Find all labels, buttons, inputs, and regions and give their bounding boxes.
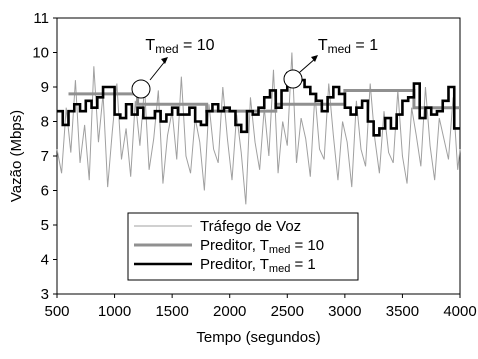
annotation-arrowhead: [311, 55, 318, 62]
series-line-0: [56, 52, 461, 205]
x-tick-label: 2500: [271, 303, 304, 320]
y-tick-label: 6: [41, 183, 49, 200]
legend-label: Preditor, Tmed = 1: [200, 256, 316, 275]
x-tick-label: 1500: [155, 303, 188, 320]
annotation-arrowhead: [161, 57, 168, 64]
y-tick-label: 10: [32, 45, 49, 62]
y-tick-label: 5: [41, 217, 49, 234]
x-tick-label: 2000: [213, 303, 246, 320]
annotation-arrow: [149, 59, 167, 81]
y-tick-label: 9: [41, 79, 49, 96]
annotation-label: Tmed = 1: [318, 37, 378, 56]
annotation-arrow: [299, 57, 317, 73]
y-tick-label: 11: [33, 10, 49, 27]
y-tick-label: 7: [41, 148, 49, 165]
y-tick-label: 4: [41, 252, 49, 269]
x-tick-label: 4000: [443, 303, 476, 320]
legend-label: Tráfego de Voz: [200, 218, 301, 235]
x-tick-label: 1000: [98, 303, 131, 320]
x-tick-label: 3000: [328, 303, 361, 320]
y-tick-label: 3: [41, 286, 49, 303]
series-line-2: [57, 71, 460, 137]
x-tick-label: 500: [44, 303, 69, 320]
annotation-marker: [283, 69, 303, 89]
annotation-marker: [131, 79, 151, 99]
y-tick-label: 8: [41, 114, 49, 131]
y-axis-label: Vazão (Mbps): [8, 110, 25, 202]
legend-label: Preditor, Tmed = 10: [200, 237, 324, 256]
x-axis-label: Tempo (segundos): [196, 329, 320, 346]
x-tick-label: 3500: [386, 303, 419, 320]
annotation-label: Tmed = 10: [145, 37, 214, 56]
